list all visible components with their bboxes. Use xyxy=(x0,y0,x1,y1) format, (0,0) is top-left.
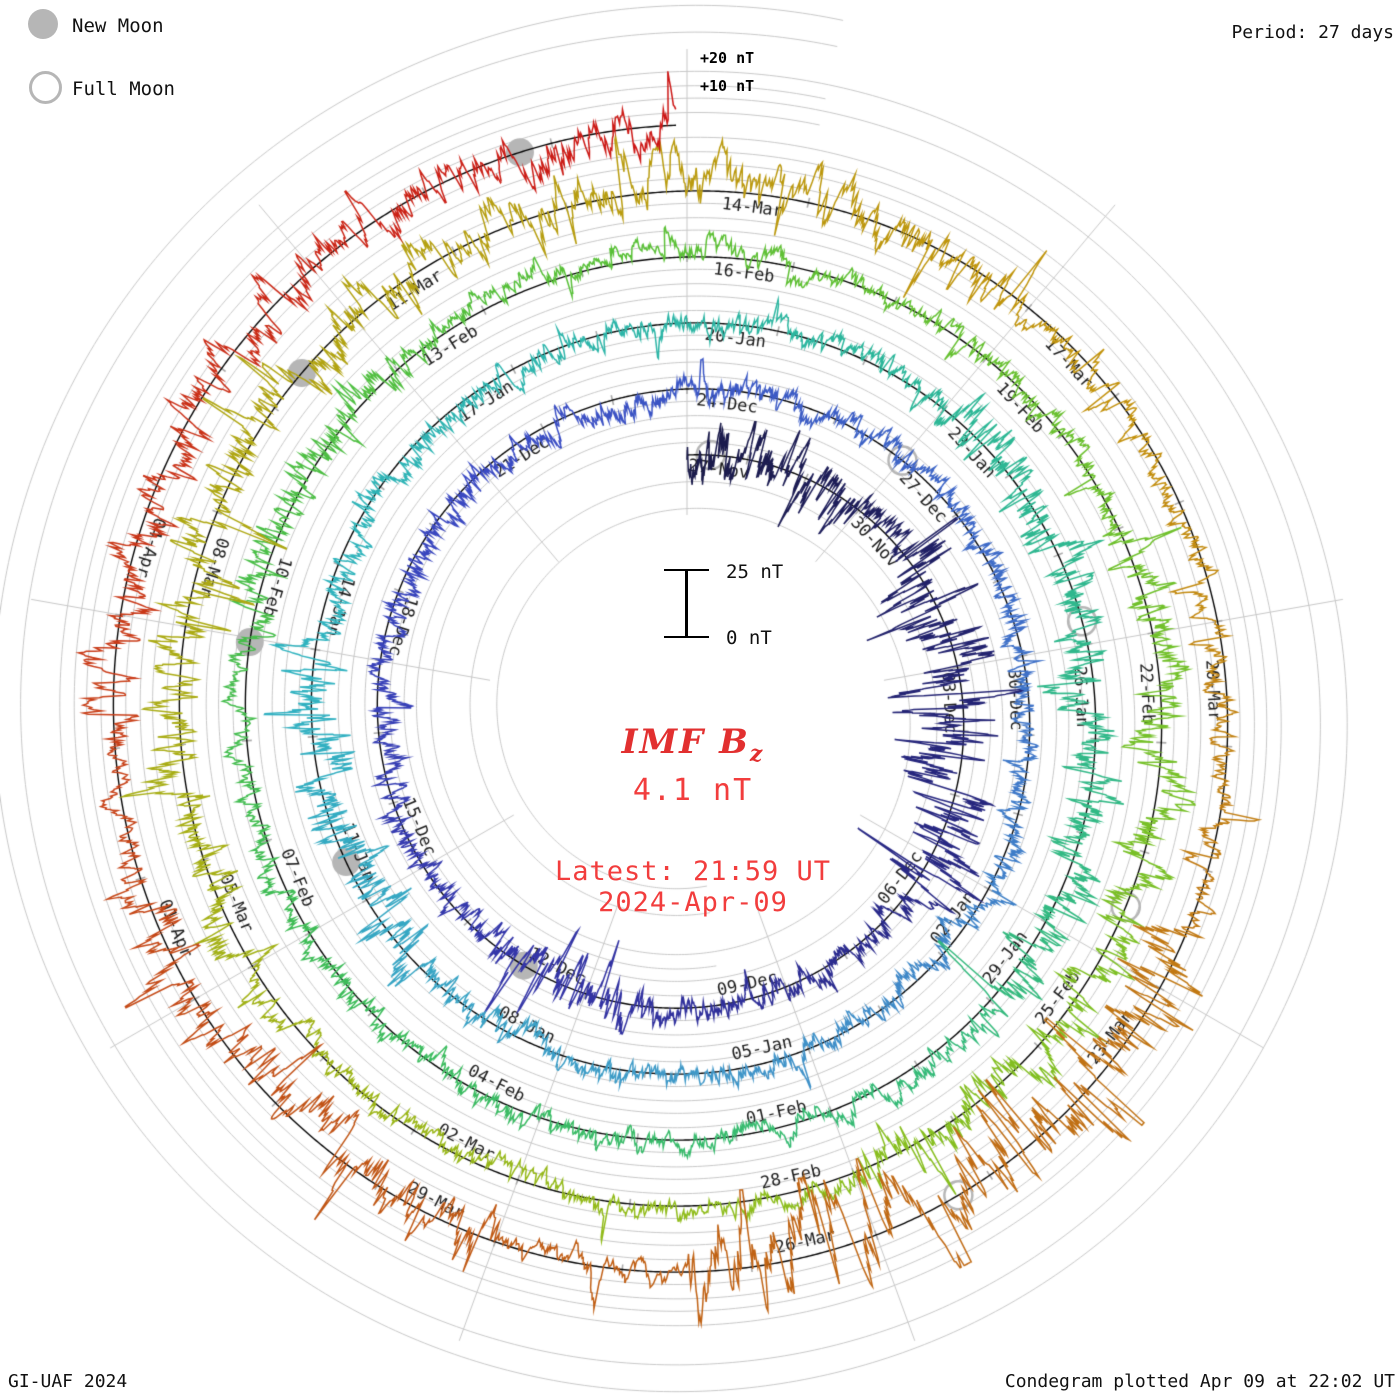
plus20-nt-label: +20 nT xyxy=(700,49,755,67)
credit-label: GI-UAF 2024 xyxy=(8,1371,128,1392)
scale-bar-top-cap xyxy=(664,569,709,571)
period-label: Period: 27 days xyxy=(1231,22,1394,43)
scale-bar-top-label: 25 nT xyxy=(726,561,784,583)
chart-title-subscript: z xyxy=(749,740,765,767)
scale-bar-line xyxy=(685,570,688,637)
scale-bar-bottom-cap xyxy=(664,636,709,638)
new-moon-legend-label: New Moon xyxy=(72,15,164,37)
scale-bar-zero-label: 0 nT xyxy=(726,627,772,649)
latest-annotation: Latest: 21:59 UT 2024-Apr-09 xyxy=(438,856,948,918)
plotted-label: Condegram plotted Apr 09 at 22:02 UT xyxy=(1004,1371,1395,1392)
latest-date: 2024-Apr-09 xyxy=(598,887,788,918)
full-moon-icon xyxy=(29,71,62,104)
chart-title: IMF Bz xyxy=(468,722,918,767)
plus10-nt-label: +10 nT xyxy=(700,77,755,95)
new-moon-icon xyxy=(28,9,58,39)
latest-time: Latest: 21:59 UT xyxy=(554,856,832,887)
full-moon-legend-label: Full Moon xyxy=(72,78,175,100)
center-annotation: IMF Bz 4.1 nT xyxy=(468,722,918,808)
current-value: 4.1 nT xyxy=(632,772,754,808)
chart-title-text: IMF B xyxy=(621,722,750,762)
